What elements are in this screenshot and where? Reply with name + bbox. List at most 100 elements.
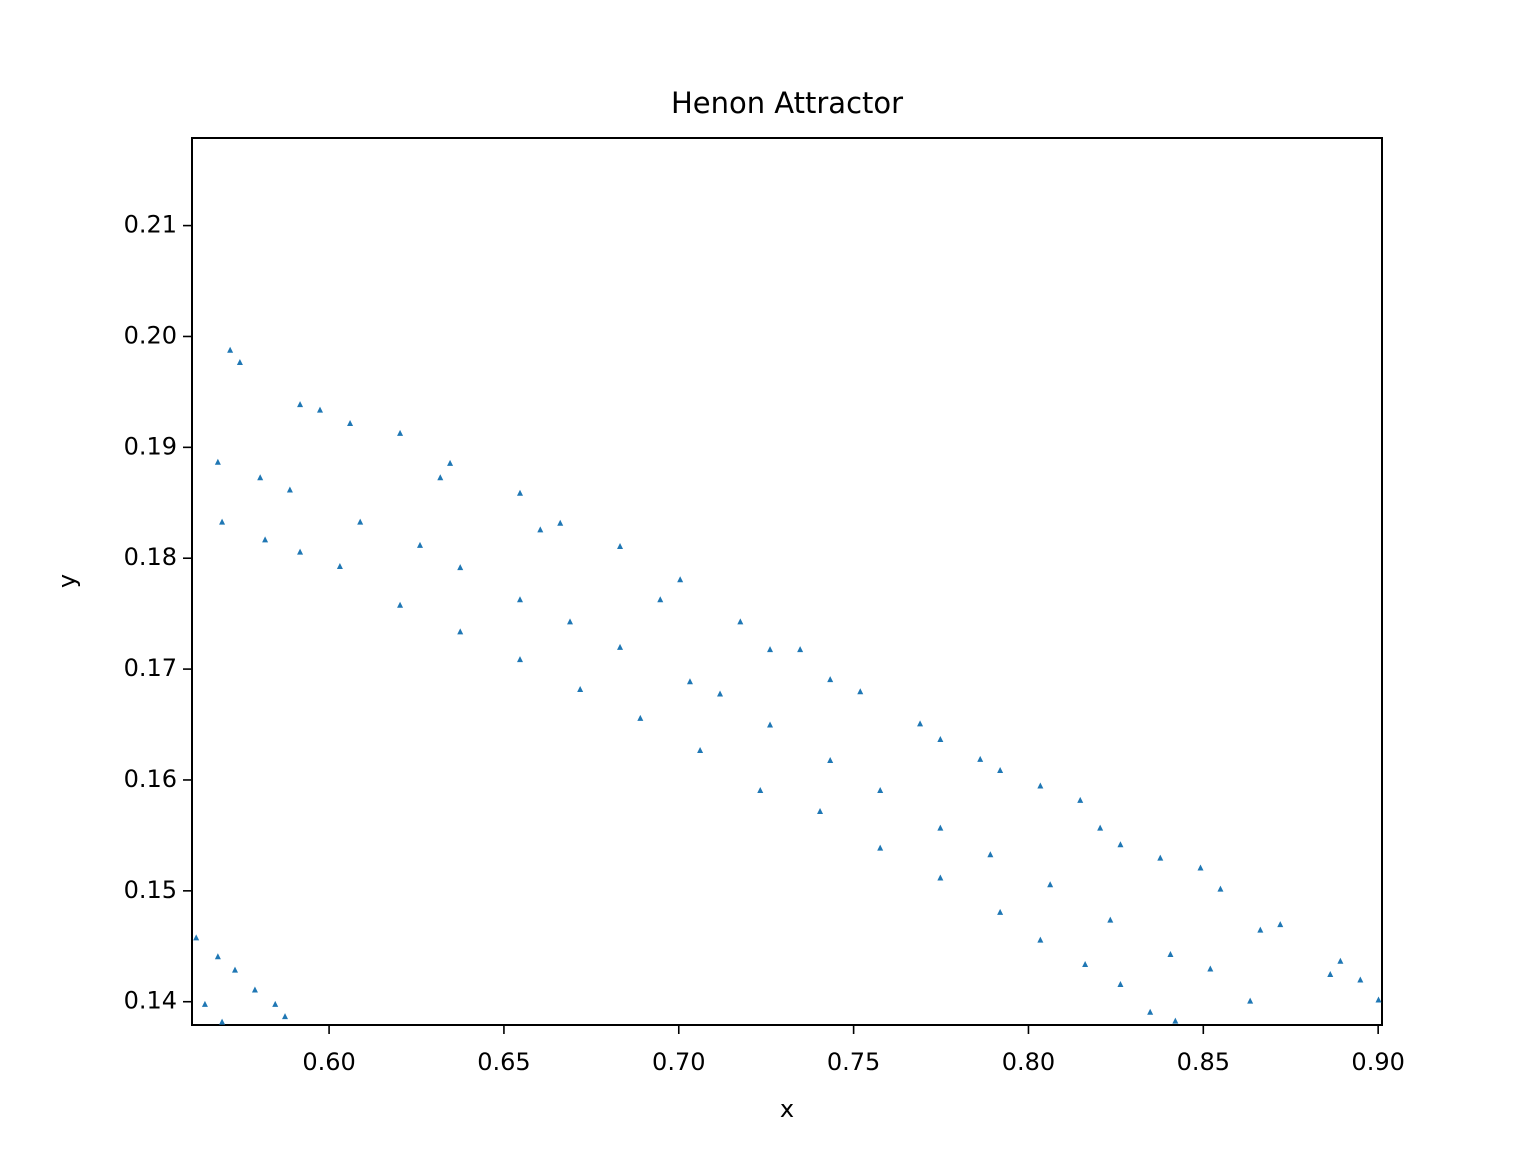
point [937, 735, 944, 742]
plot-frame [191, 137, 1383, 1026]
point [1037, 782, 1044, 789]
point [1217, 885, 1224, 892]
point [1077, 796, 1084, 803]
point [877, 786, 884, 793]
point [416, 541, 423, 548]
x-axis-label: x [780, 1095, 794, 1123]
y-axis-label: y [53, 574, 81, 588]
point [1337, 957, 1344, 964]
point [1167, 951, 1174, 958]
point [857, 688, 864, 695]
point [997, 908, 1004, 915]
point [227, 346, 234, 353]
point [232, 966, 239, 973]
point [297, 548, 304, 555]
point [737, 618, 744, 625]
point [397, 601, 404, 608]
point [272, 1000, 279, 1007]
y-tick-label: 0.15 [124, 876, 177, 904]
point [517, 596, 524, 603]
point [817, 808, 824, 815]
x-tick-label: 0.75 [827, 1048, 880, 1076]
x-tick-label: 0.65 [477, 1048, 530, 1076]
point [437, 474, 444, 481]
y-tick-label: 0.19 [124, 432, 177, 460]
point [1247, 997, 1254, 1004]
point [657, 596, 664, 603]
y-tick-label: 0.17 [124, 654, 177, 682]
point [517, 656, 524, 663]
point [282, 1013, 289, 1020]
point [193, 934, 200, 941]
y-tick-label: 0.14 [124, 987, 177, 1015]
y-tick-label: 0.21 [124, 211, 177, 239]
point [567, 618, 574, 625]
point [977, 755, 984, 762]
point [1327, 970, 1334, 977]
point [877, 844, 884, 851]
point [997, 766, 1004, 773]
x-tick-label: 0.80 [1002, 1048, 1055, 1076]
point [1117, 841, 1124, 848]
point [297, 401, 304, 408]
x-tick-label: 0.85 [1177, 1048, 1230, 1076]
point [1172, 1017, 1179, 1024]
point [987, 851, 994, 858]
y-tick-label: 0.16 [124, 765, 177, 793]
point [827, 757, 834, 764]
point [1117, 980, 1124, 987]
point [937, 824, 944, 831]
point [1147, 1008, 1154, 1015]
x-tick-label: 0.70 [652, 1048, 705, 1076]
point [219, 1018, 226, 1025]
point [1082, 961, 1089, 968]
chart-title: Henon Attractor [671, 86, 903, 120]
point [347, 419, 354, 426]
point [557, 519, 564, 526]
point [236, 358, 243, 365]
point [686, 678, 693, 685]
point [677, 576, 684, 583]
point [1097, 824, 1104, 831]
point [1277, 921, 1284, 928]
point [1047, 881, 1054, 888]
point [697, 747, 704, 754]
point [201, 1000, 208, 1007]
point [219, 518, 226, 525]
point [767, 721, 774, 728]
point [214, 458, 221, 465]
point [637, 714, 644, 721]
point [397, 429, 404, 436]
point [517, 489, 524, 496]
point [1037, 936, 1044, 943]
x-tick-label: 0.60 [302, 1048, 355, 1076]
point [457, 564, 464, 571]
point [917, 720, 924, 727]
point [827, 676, 834, 683]
point [457, 628, 464, 635]
point [1375, 996, 1382, 1003]
point [617, 643, 624, 650]
point [214, 953, 221, 960]
point [251, 986, 258, 993]
point [577, 686, 584, 693]
point [1257, 926, 1264, 933]
point [537, 526, 544, 533]
point [717, 690, 724, 697]
point [1157, 854, 1164, 861]
point [757, 786, 764, 793]
point [937, 874, 944, 881]
point [767, 646, 774, 653]
y-tick-label: 0.18 [124, 543, 177, 571]
point [1107, 916, 1114, 923]
x-tick-label: 0.90 [1351, 1048, 1404, 1076]
point [257, 474, 264, 481]
point [262, 536, 269, 543]
point [797, 646, 804, 653]
point [617, 543, 624, 550]
point [357, 518, 364, 525]
point [1207, 965, 1214, 972]
point [447, 459, 454, 466]
